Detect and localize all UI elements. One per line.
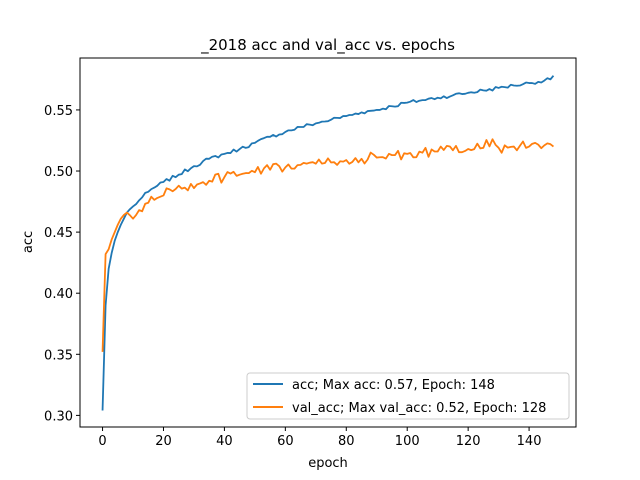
- x-tick-label: 80: [338, 434, 355, 449]
- legend: acc; Max acc: 0.57, Epoch: 148 val_acc; …: [246, 372, 570, 420]
- y-tick-label: 0.40: [44, 287, 73, 302]
- legend-label-val-acc: val_acc; Max val_acc: 0.52, Epoch: 128: [292, 401, 546, 416]
- y-tick-label: 0.45: [44, 226, 73, 241]
- x-axis-label: epoch: [308, 456, 348, 471]
- legend-box: [246, 372, 570, 420]
- chart-title: _2018 acc and val_acc vs. epochs: [200, 36, 455, 55]
- x-axis-ticks: 0 20 40 60 80 100 120 140: [98, 427, 541, 449]
- y-axis-label: acc: [21, 231, 36, 253]
- x-tick-label: 20: [155, 434, 172, 449]
- y-axis-ticks: 0.30 0.35 0.40 0.45 0.50 0.55: [44, 104, 80, 424]
- y-tick-label: 0.35: [44, 348, 73, 363]
- y-tick-label: 0.50: [44, 165, 73, 180]
- x-tick-label: 60: [277, 434, 294, 449]
- x-tick-label: 100: [395, 434, 420, 449]
- x-tick-label: 140: [517, 434, 542, 449]
- x-tick-label: 0: [98, 434, 106, 449]
- legend-label-acc: acc; Max acc: 0.57, Epoch: 148: [292, 378, 495, 393]
- y-tick-label: 0.30: [44, 409, 73, 424]
- y-tick-label: 0.55: [44, 104, 73, 119]
- x-tick-label: 120: [456, 434, 481, 449]
- plot-frame: [79, 57, 577, 428]
- x-tick-label: 40: [216, 434, 233, 449]
- plot-lines: [101, 75, 555, 411]
- series-line-acc: [101, 75, 555, 411]
- series-line-val-acc: [101, 138, 555, 352]
